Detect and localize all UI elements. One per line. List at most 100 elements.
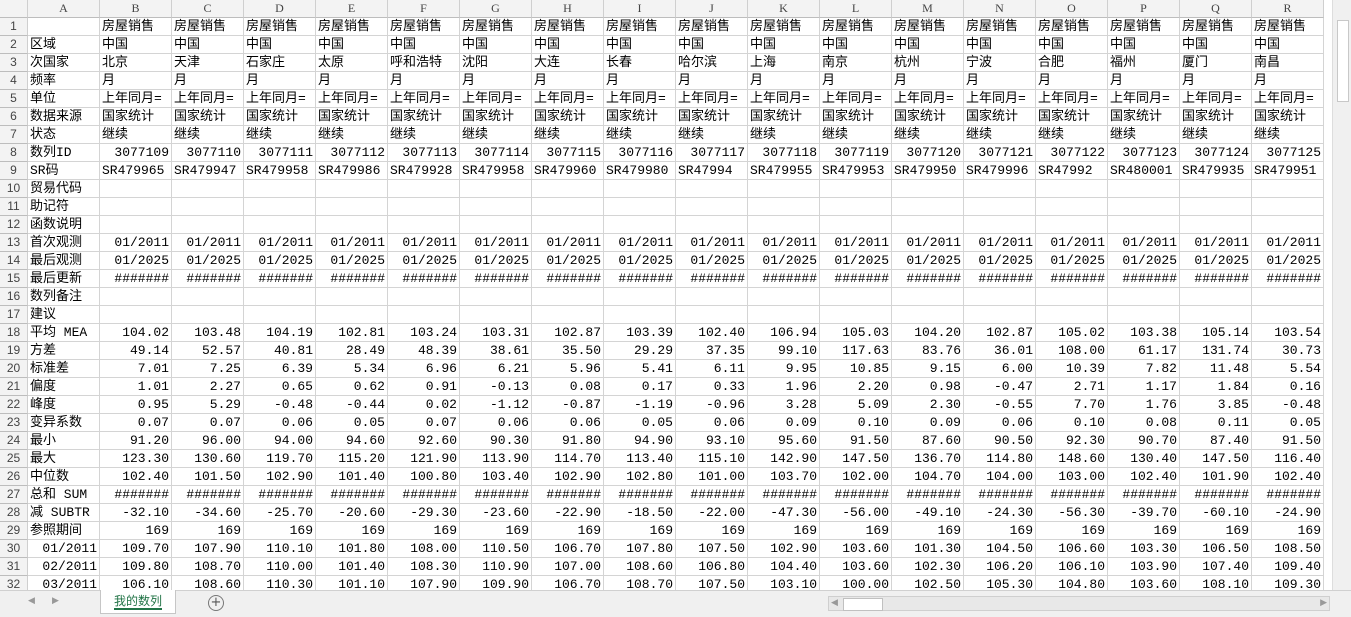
cell: 1.96 [748,378,820,396]
cell: 49.14 [100,342,172,360]
cell: 29.29 [604,342,676,360]
cell: ####### [748,270,820,288]
cell: 101.50 [172,468,244,486]
cell: 01/2011 [28,540,100,558]
column-header: O [1036,0,1108,18]
cell: 103.24 [388,324,460,342]
cell: 105.30 [964,576,1036,590]
cell: 103.60 [820,540,892,558]
cell: 130.60 [172,450,244,468]
cell: 91.20 [100,432,172,450]
cell: 中位数 [28,468,100,486]
cell: 5.96 [532,360,604,378]
cell: 3077124 [1180,144,1252,162]
row-header: 18 [0,324,28,342]
scroll-thumb[interactable] [1337,20,1349,102]
cell: 169 [748,522,820,540]
cell: 102.90 [244,468,316,486]
cell: 继续 [892,126,964,144]
cell: 国家统计 [1108,108,1180,126]
cell: ####### [172,270,244,288]
cell: -0.55 [964,396,1036,414]
cell: 107.00 [532,558,604,576]
cell: 01/2011 [1180,234,1252,252]
cell: 102.00 [820,468,892,486]
cell: 上年同月= [604,90,676,108]
cell: 国家统计 [316,108,388,126]
horizontal-scrollbar[interactable]: ◀ ▶ [828,596,1330,611]
cell: 115.10 [676,450,748,468]
cell: 0.07 [100,414,172,432]
cell: 合肥 [1036,54,1108,72]
cell: 月 [100,72,172,90]
cell: SR479935 [1180,162,1252,180]
scroll-right[interactable]: ▶ [1320,598,1327,608]
cell: 106.80 [676,558,748,576]
cell: 147.50 [1180,450,1252,468]
cell: ####### [820,486,892,504]
cell: 169 [1108,522,1180,540]
cell: 0.08 [1108,414,1180,432]
cell: 北京 [100,54,172,72]
cell: 9.15 [892,360,964,378]
cell: SR479980 [604,162,676,180]
cell: 上年同月= [1036,90,1108,108]
cell: 国家统计 [172,108,244,126]
empty-cell [1108,216,1180,234]
empty-cell [388,216,460,234]
row-header: 11 [0,198,28,216]
empty-cell [1180,288,1252,306]
vertical-scrollbar[interactable] [1332,0,1351,590]
cell: SR479960 [532,162,604,180]
row-header: 28 [0,504,28,522]
cell: 147.50 [820,450,892,468]
cell: 92.30 [1036,432,1108,450]
cell: 5.41 [604,360,676,378]
empty-cell [748,216,820,234]
cell: 36.01 [964,342,1036,360]
row-header: 7 [0,126,28,144]
cell: SR479958 [460,162,532,180]
empty-cell [892,288,964,306]
cell: -1.19 [604,396,676,414]
cell: 建议 [28,306,100,324]
cell: 国家统计 [676,108,748,126]
sheet-tab[interactable]: 我的数列 [100,590,176,614]
cell: -0.47 [964,378,1036,396]
empty-cell [1252,216,1324,234]
cell: 102.87 [532,324,604,342]
cell: 114.80 [964,450,1036,468]
cell: 169 [100,522,172,540]
cell: 106.50 [1180,540,1252,558]
cell: 继续 [820,126,892,144]
cell: 110.90 [460,558,532,576]
cell: 01/2025 [1252,252,1324,270]
prev-sheet[interactable]: ◀ [28,596,35,606]
cell: 01/2011 [100,234,172,252]
cell: SR47994 [676,162,748,180]
cell: 房屋销售 [964,18,1036,36]
column-header: D [244,0,316,18]
cell: 28.49 [316,342,388,360]
cell: 3077112 [316,144,388,162]
cell: 0.05 [316,414,388,432]
cell: 01/2011 [1252,234,1324,252]
cell: 90.70 [1108,432,1180,450]
cell: 102.30 [892,558,964,576]
cell: 01/2011 [1036,234,1108,252]
cell: ####### [388,486,460,504]
cell: 107.40 [1180,558,1252,576]
cell: 0.16 [1252,378,1324,396]
cell: -25.70 [244,504,316,522]
cell: 102.50 [892,576,964,590]
cell: 01/2011 [748,234,820,252]
scroll-thumb[interactable] [843,598,883,611]
cell: 3077115 [532,144,604,162]
scroll-left[interactable]: ◀ [831,598,838,608]
row-header: 20 [0,360,28,378]
cell: 长春 [604,54,676,72]
cell: 91.50 [1252,432,1324,450]
add-sheet[interactable]: + [208,595,224,611]
next-sheet[interactable]: ▶ [52,596,59,606]
cell: 104.00 [964,468,1036,486]
